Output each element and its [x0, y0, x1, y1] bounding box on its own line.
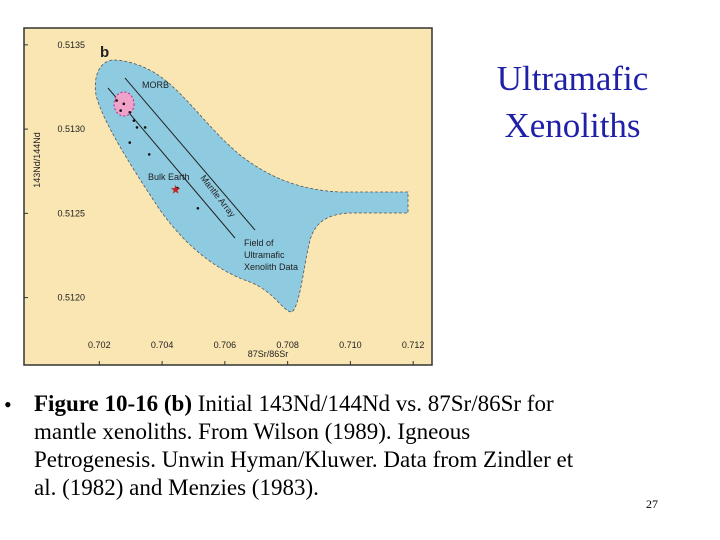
data-point	[122, 102, 126, 106]
caption-text: Initial 143Nd/144Nd vs. 87Sr/86Sr for	[197, 391, 554, 416]
mantle-array-line	[124, 77, 256, 231]
figure: b MORB Bulk Earth Mantle Array Field of …	[23, 27, 433, 366]
data-point	[119, 109, 122, 112]
x-tick-label: 0.710	[339, 340, 362, 350]
annotation: Ultramafic	[244, 250, 285, 260]
data-point	[147, 153, 151, 156]
x-tick-label: 0.702	[88, 340, 111, 350]
x-tick-label: 0.708	[276, 340, 299, 350]
x-axis-label: 87Sr/86Sr	[248, 349, 289, 359]
data-point	[135, 126, 139, 129]
caption-line: mantle xenoliths. From Wilson (1989). Ig…	[34, 419, 471, 444]
data-point	[128, 110, 132, 114]
data-point	[115, 99, 118, 102]
panel-label: b	[100, 44, 109, 61]
x-tick-label: 0.704	[151, 340, 174, 350]
caption-line: Petrogenesis. Unwin Hyman/Kluwer. Data f…	[34, 447, 574, 472]
title-line: Ultramafic	[496, 59, 649, 98]
caption: Figure 10-16 (b) Initial 143Nd/144Nd vs.…	[34, 390, 674, 502]
annotation: Bulk Earth	[148, 172, 190, 182]
y-tick-label: 0.5130	[57, 124, 85, 134]
annotation: Xenolith Data	[244, 262, 298, 272]
data-point	[143, 126, 147, 129]
x-tick-label: 0.712	[402, 340, 425, 350]
y-tick-label: 0.5120	[57, 293, 85, 303]
caption-line: Figure 10-16 (b) Initial 143Nd/144Nd vs.…	[34, 390, 674, 418]
y-tick-label: 0.5125	[57, 208, 85, 218]
y-axis-label: 143Nd/144Nd	[32, 132, 42, 188]
annotation: Field of	[244, 238, 274, 248]
data-point	[132, 119, 136, 122]
data-point	[128, 141, 132, 144]
annotation: MORB	[142, 80, 169, 90]
title-line: Xenoliths	[504, 106, 641, 145]
y-tick-label: 0.5135	[57, 40, 85, 50]
caption-bold: Figure 10-16 (b)	[34, 391, 193, 416]
bulk-earth-star	[170, 184, 181, 194]
data-point	[196, 206, 200, 210]
xenolith-field	[94, 59, 409, 313]
bullet: •	[4, 392, 12, 417]
caption-line: al. (1982) and Menzies (1983).	[34, 475, 319, 500]
x-tick-label: 0.706	[214, 340, 237, 350]
slide-title: Ultramafic Xenoliths	[460, 55, 685, 149]
page-number: 27	[646, 497, 658, 511]
